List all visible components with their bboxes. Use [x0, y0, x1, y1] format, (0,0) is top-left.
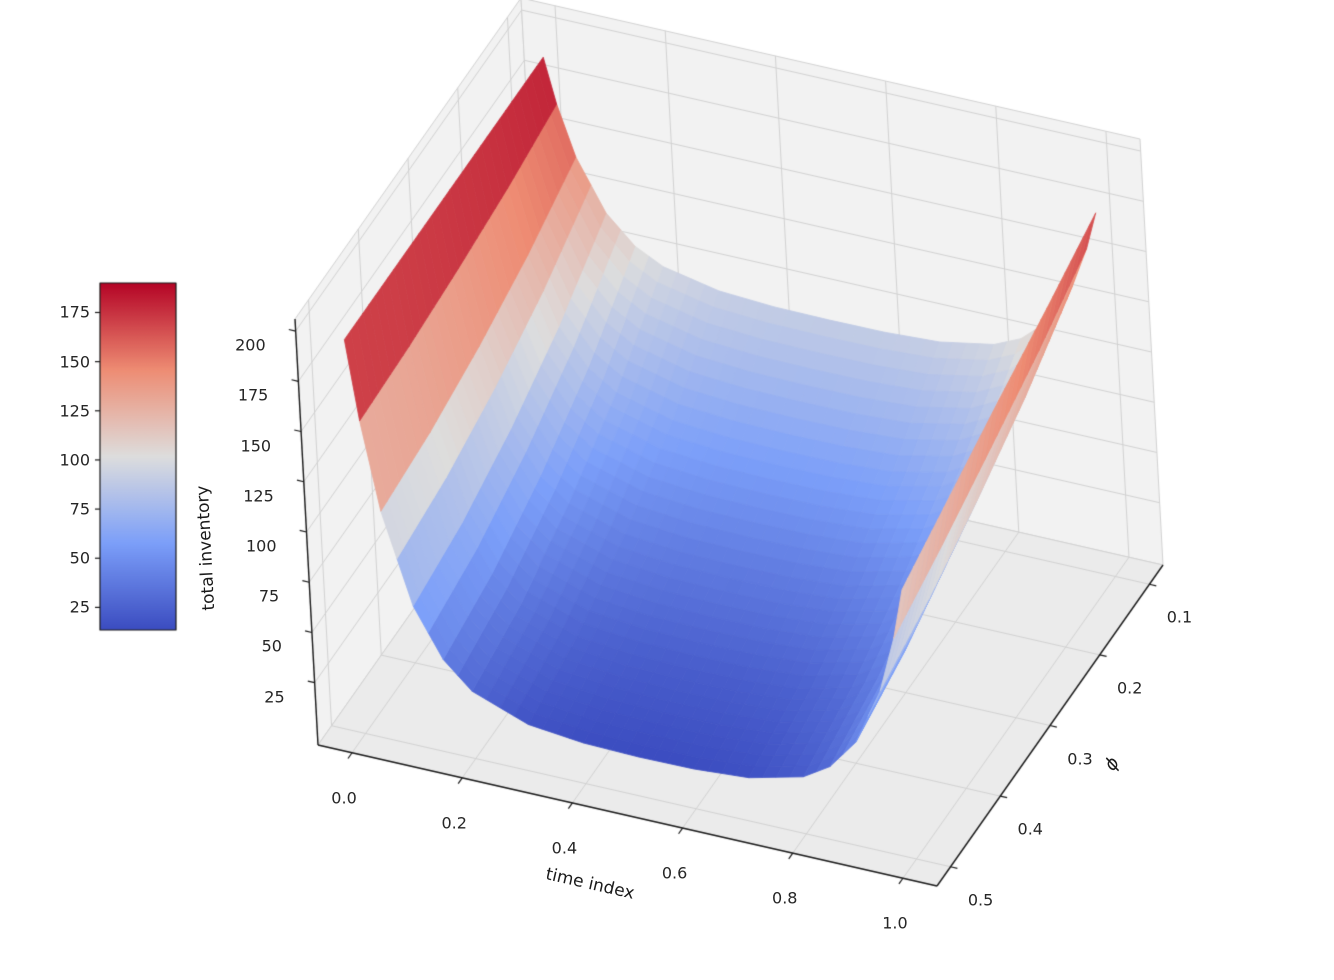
surface-plot-canvas [0, 0, 1334, 980]
3d-surface-figure: time index ϕ total inventory 0.0 0.2 0.4 0.… [0, 0, 1334, 980]
